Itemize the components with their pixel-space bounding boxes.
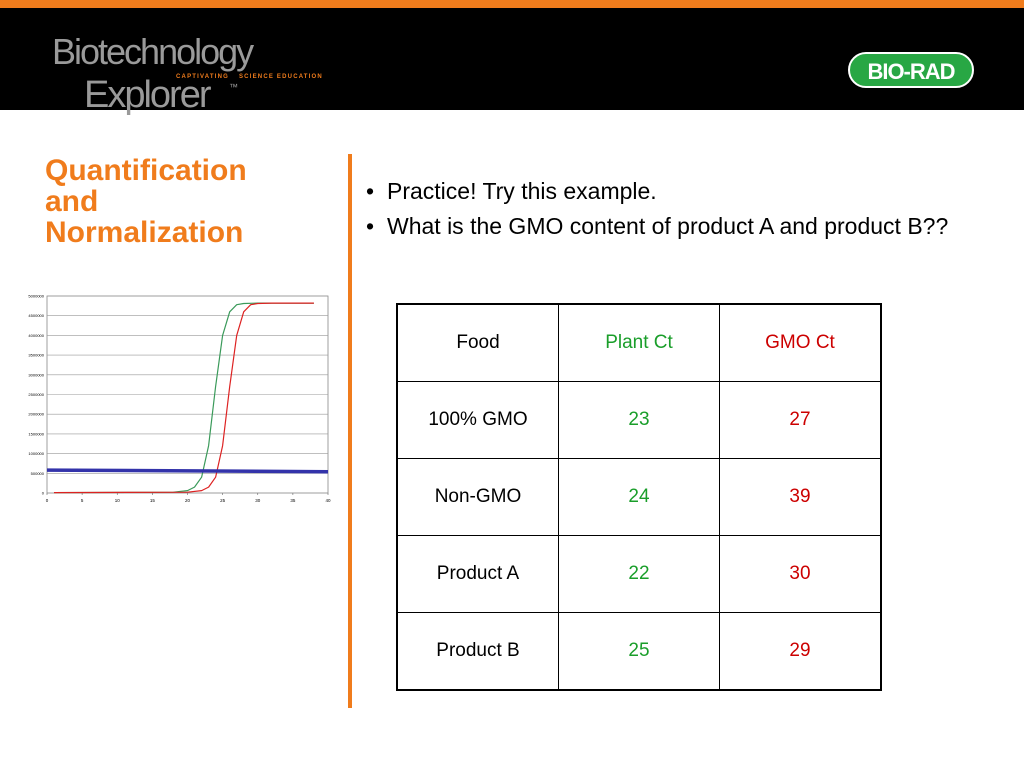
slide-title: Quantification and Normalization bbox=[45, 155, 247, 248]
logo-tagline: CAPTIVATING SCIENCE EDUCATION bbox=[176, 74, 323, 80]
x-tick-label: 10 bbox=[115, 498, 121, 503]
cell-plant-ct: 23 bbox=[558, 381, 720, 459]
header-plant-ct: Plant Ct bbox=[558, 303, 720, 382]
table-row: 100% GMO 23 27 bbox=[396, 381, 882, 459]
bullet-text: What is the GMO content of product A and… bbox=[387, 213, 949, 239]
y-tick-label: 5000000 bbox=[28, 294, 44, 299]
y-tick-label: 3000000 bbox=[28, 372, 44, 377]
y-tick-label: 2500000 bbox=[28, 392, 44, 397]
series-line bbox=[46, 468, 329, 474]
table-header-row: Food Plant Ct GMO Ct bbox=[396, 303, 882, 382]
cell-gmo-ct: 39 bbox=[719, 458, 882, 536]
series-line bbox=[53, 302, 314, 494]
x-tick-label: 40 bbox=[325, 498, 331, 503]
cell-food: 100% GMO bbox=[396, 381, 559, 459]
tagline-right: SCIENCE EDUCATION bbox=[238, 74, 323, 80]
cell-plant-ct: 25 bbox=[558, 612, 720, 691]
table-row: Product B 25 29 bbox=[396, 612, 882, 691]
x-tick-label: 5 bbox=[81, 498, 84, 503]
table-row: Product A 22 30 bbox=[396, 535, 882, 613]
bullet-text: Practice! Try this example. bbox=[387, 178, 657, 204]
x-tick-label: 15 bbox=[150, 498, 156, 503]
vertical-divider bbox=[348, 154, 352, 708]
header-gmo-ct: GMO Ct bbox=[719, 303, 882, 382]
cell-food: Product A bbox=[396, 535, 559, 613]
y-tick-label: 4000000 bbox=[28, 333, 44, 338]
y-tick-label: 1000000 bbox=[28, 451, 44, 456]
trademark-symbol: ™ bbox=[229, 82, 238, 92]
bullet-item: • What is the GMO content of product A a… bbox=[366, 213, 966, 240]
y-tick-label: 0 bbox=[42, 491, 45, 496]
y-tick-label: 4500000 bbox=[28, 313, 44, 318]
title-line: Normalization bbox=[45, 216, 244, 249]
bullet-list: • Practice! Try this example. • What is … bbox=[366, 178, 966, 248]
ct-table: Food Plant Ct GMO Ct 100% GMO 23 27 Non-… bbox=[396, 303, 882, 691]
cell-gmo-ct: 27 bbox=[719, 381, 882, 459]
amplification-chart: 0 500000 1000000 1500000 2000000 2500000 30000… bbox=[28, 294, 331, 504]
y-tick-label: 1500000 bbox=[28, 431, 44, 436]
y-tick-label: 2000000 bbox=[28, 412, 44, 417]
x-tick-label: 0 bbox=[46, 498, 49, 503]
bullet-dot-icon: • bbox=[366, 178, 375, 204]
tagline-left: CAPTIVATING bbox=[176, 74, 229, 80]
top-accent-bar bbox=[0, 0, 1024, 8]
bullet-item: • Practice! Try this example. bbox=[366, 178, 966, 205]
cell-gmo-ct: 30 bbox=[719, 535, 882, 613]
logo-title-line2: Explorer bbox=[84, 74, 211, 116]
x-tick-label: 30 bbox=[255, 498, 261, 503]
cell-food: Non-GMO bbox=[396, 458, 559, 536]
x-tick-label: 35 bbox=[290, 498, 296, 503]
table-row: Non-GMO 24 39 bbox=[396, 458, 882, 536]
y-tick-label: 500000 bbox=[31, 471, 45, 476]
cell-plant-ct: 24 bbox=[558, 458, 720, 536]
header-banner: Biotechnology Explorer ™ CAPTIVATING SCIE… bbox=[0, 8, 1024, 114]
cell-plant-ct: 22 bbox=[558, 535, 720, 613]
biorad-logo-text: BIO-RAD bbox=[867, 59, 955, 84]
y-tick-label: 3500000 bbox=[28, 353, 44, 358]
series-line bbox=[53, 302, 314, 494]
header-food: Food bbox=[396, 303, 559, 382]
cell-food: Product B bbox=[396, 612, 559, 691]
cell-gmo-ct: 29 bbox=[719, 612, 882, 691]
bullet-dot-icon: • bbox=[366, 213, 375, 239]
title-line: Quantification bbox=[45, 154, 247, 187]
logo-title-line1: Biotechnology bbox=[52, 31, 254, 72]
biorad-logo: BIO-RAD bbox=[848, 52, 974, 88]
x-tick-label: 20 bbox=[185, 498, 191, 503]
x-tick-label: 25 bbox=[220, 498, 226, 503]
title-line: and bbox=[45, 185, 99, 218]
